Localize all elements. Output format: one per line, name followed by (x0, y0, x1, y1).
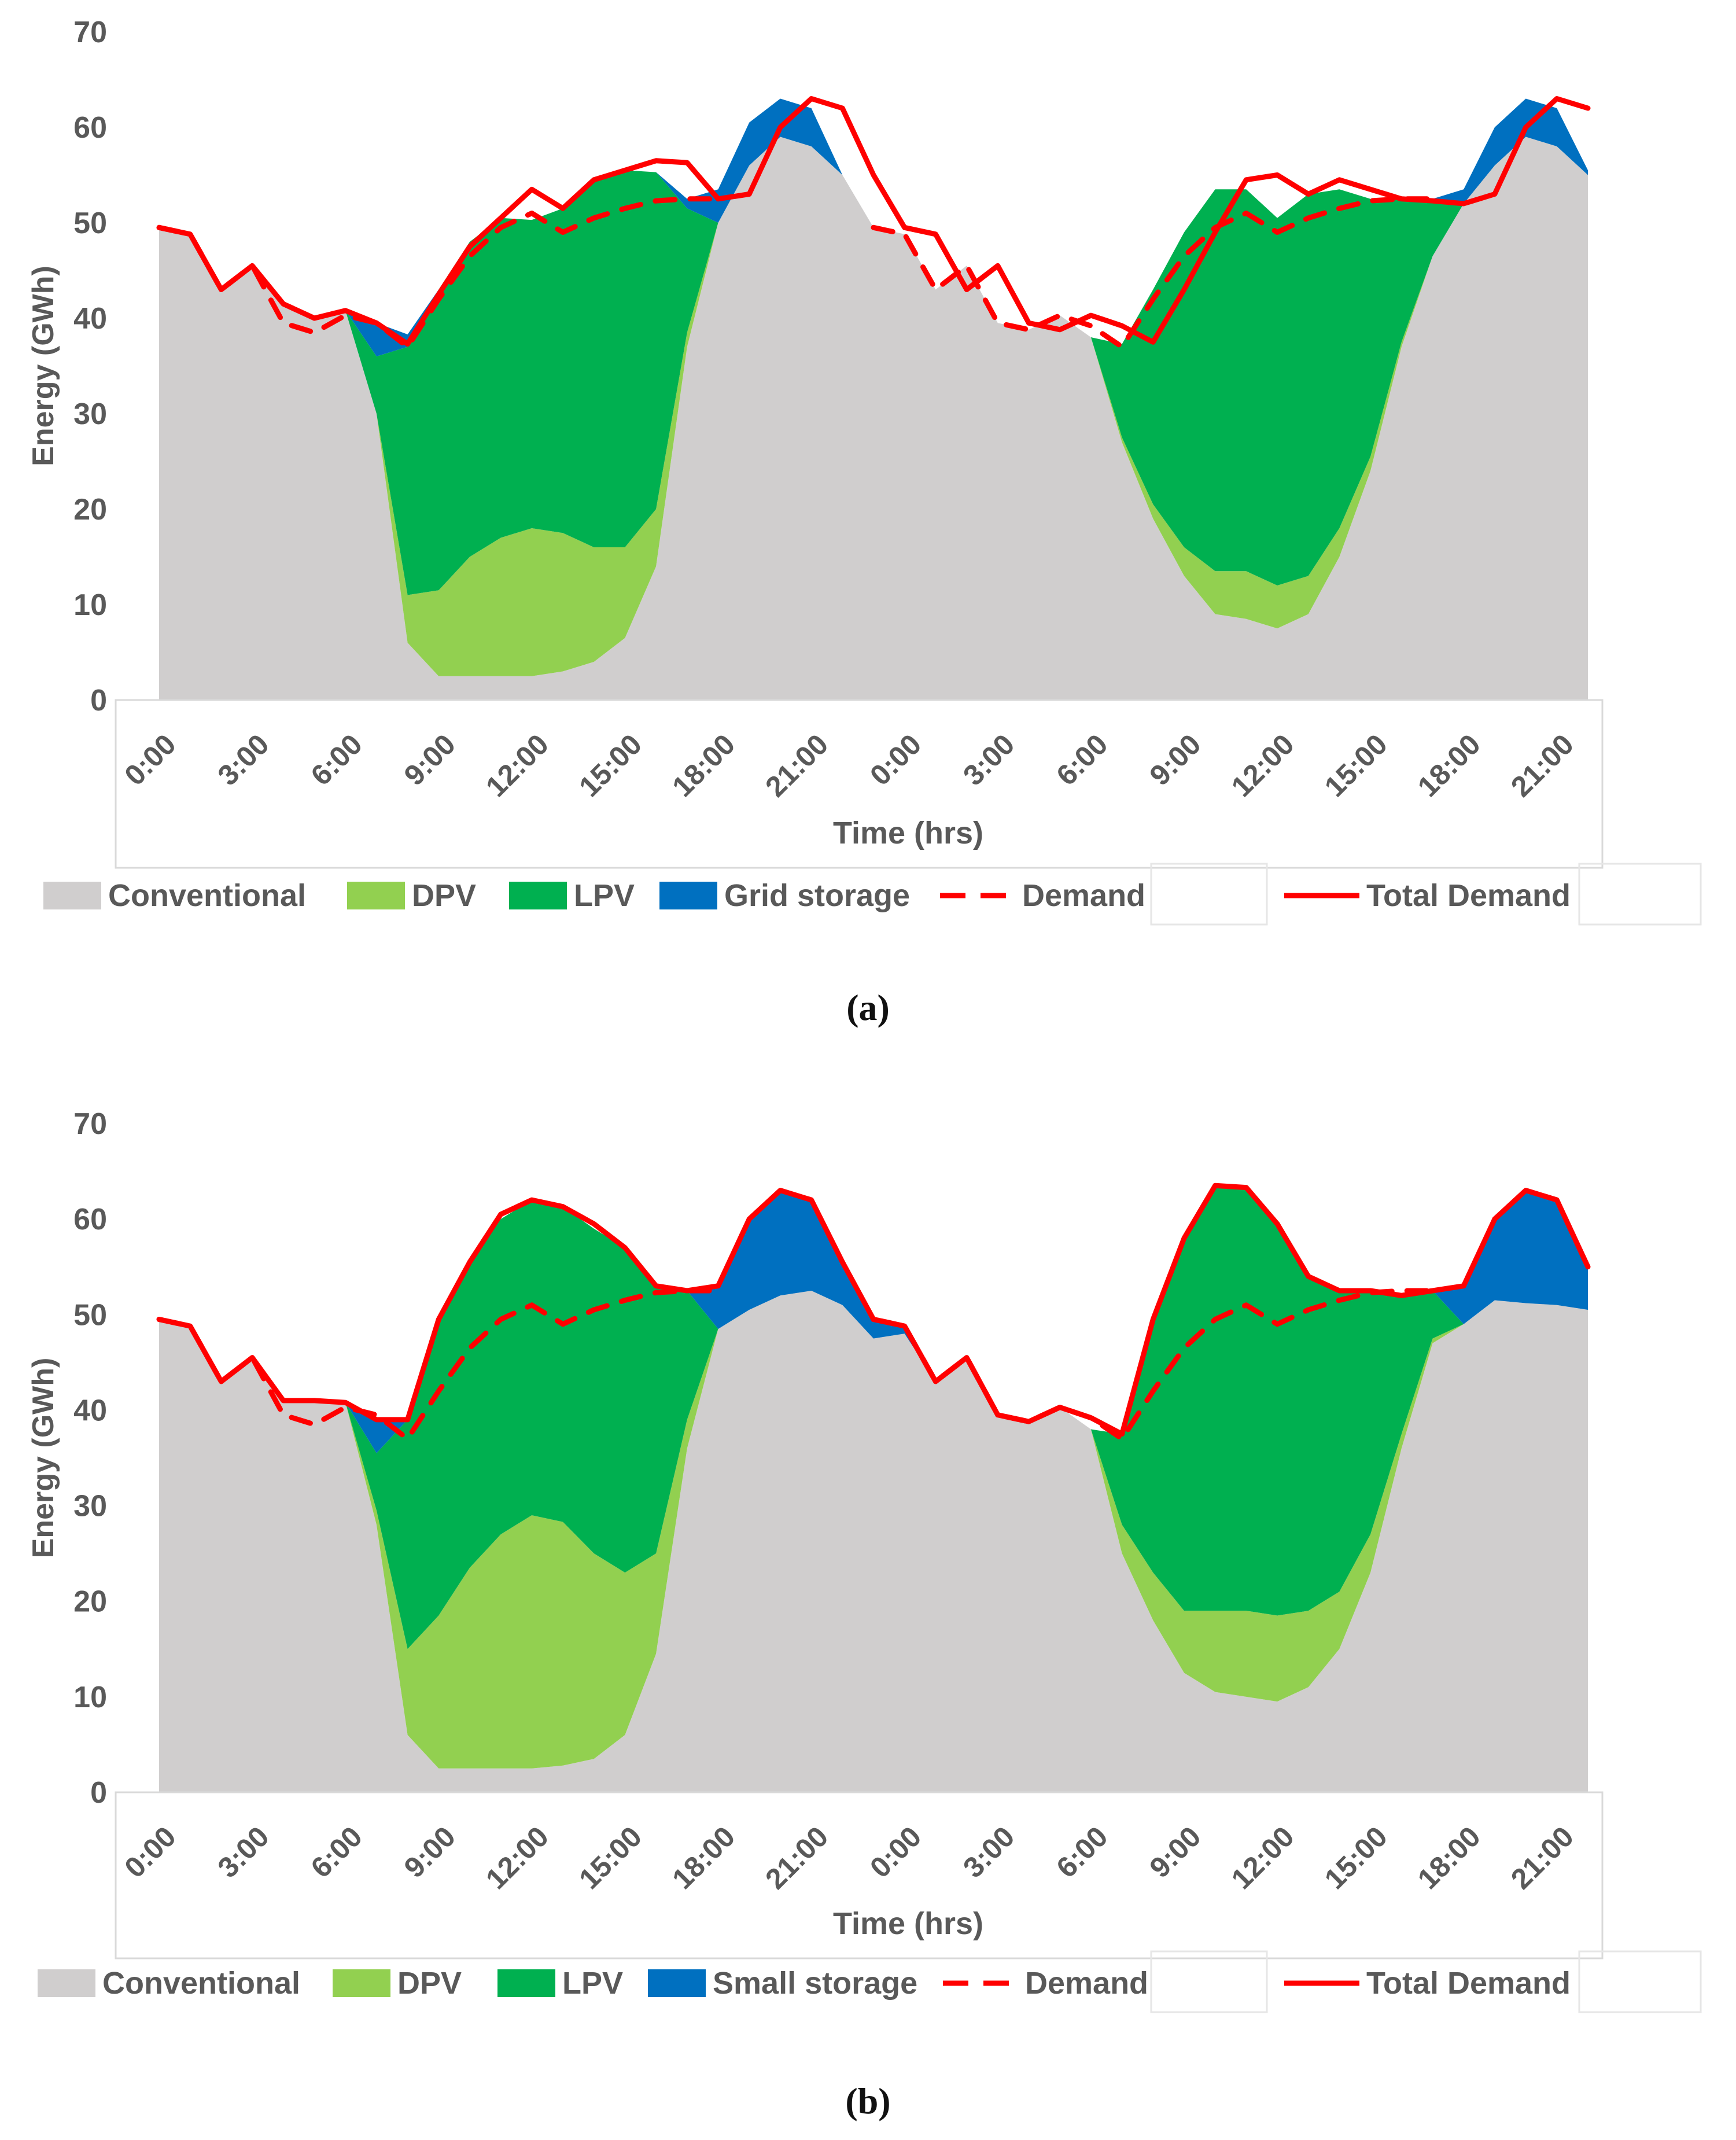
legend-label-dpv: DPV (412, 878, 476, 913)
x-tick-label: 3:00 (212, 728, 275, 791)
area-dpv (159, 1291, 1588, 1769)
x-tick-label: 9:00 (398, 728, 462, 791)
caption-b: (b) (845, 2080, 891, 2121)
legend-label-demand: Demand (1025, 1966, 1148, 2001)
x-tick-label: 6:00 (305, 1820, 368, 1884)
x-tick-label: 12:00 (1225, 728, 1300, 803)
y-tick-label: 30 (73, 397, 107, 431)
legend-swatch-lpv (509, 882, 567, 909)
y-tick-label: 50 (73, 1298, 107, 1332)
x-tick-label: 0:00 (118, 1820, 182, 1884)
legend-swatch-grid-storage (659, 882, 717, 909)
chart-a: 0 10 20 30 40 50 60 70 Energy (GWh) 0:00 3:00 6:00 9… (27, 16, 1702, 926)
x-tick-label: 0:00 (118, 728, 182, 791)
legend-box (1150, 863, 1268, 926)
line-demand (156, 1288, 1435, 1442)
x-tick-label: 9:00 (1143, 1820, 1207, 1884)
legend-swatch-small-storage (648, 1969, 706, 1997)
legend-swatch-dpv (333, 1969, 390, 1997)
legend-swatch-lpv (497, 1969, 555, 1997)
x-tick-label: 21:00 (759, 1820, 834, 1895)
area-conventional (159, 1291, 1588, 1792)
area-conventional (159, 137, 1588, 700)
caption-a: (a) (846, 987, 890, 1028)
x-tick-label: 3:00 (212, 1820, 275, 1884)
y-tick-label: 40 (73, 302, 107, 336)
y-tick-label: 0 (90, 684, 107, 717)
y-tick-label: 0 (90, 1776, 107, 1810)
y-tick-label: 10 (73, 588, 107, 622)
chart-b: 0 10 20 30 40 50 60 70 Energy (GWh) 0:00 3:00 6:00 9… (27, 1107, 1702, 2013)
area-lpv (159, 137, 1588, 595)
legend-box (1578, 1950, 1702, 2013)
x-tick-label: 12:00 (1225, 1820, 1300, 1895)
x-tick-label: 21:00 (759, 728, 834, 803)
line-total-demand (156, 1183, 1591, 1437)
legend-box (1150, 1950, 1268, 2013)
legend-label-grid-storage: Grid storage (724, 878, 910, 913)
x-tick-label: 15:00 (573, 1820, 648, 1895)
x-tick-label: 15:00 (1318, 728, 1394, 803)
y-tick-label: 70 (73, 1107, 107, 1141)
area-lpv (159, 1185, 1588, 1649)
y-tick-label: 20 (73, 1585, 107, 1619)
x-tick-label: 15:00 (1318, 1820, 1394, 1895)
legend-label-dpv: DPV (397, 1966, 462, 2001)
line-total-demand (156, 96, 1591, 347)
y-tick-label: 40 (73, 1394, 107, 1427)
y-tick-label: 10 (73, 1681, 107, 1714)
x-tick-label: 18:00 (1411, 1820, 1487, 1895)
x-tick-label: 3:00 (957, 728, 1020, 791)
x-tick-label: 3:00 (957, 1820, 1020, 1884)
legend-label-lpv: LPV (574, 878, 635, 913)
x-tick-label: 18:00 (666, 728, 741, 803)
x-tick-label: 21:00 (1505, 728, 1580, 803)
y-tick-label: 20 (73, 493, 107, 526)
x-tick-label: 6:00 (1050, 1820, 1114, 1884)
x-tick-label: 12:00 (480, 728, 555, 803)
y-tick-label: 60 (73, 1203, 107, 1236)
y-tick-label: 50 (73, 207, 107, 240)
x-tick-label: 6:00 (1050, 728, 1114, 791)
legend-label-lpv: LPV (562, 1966, 623, 2001)
x-tick-label: 0:00 (864, 728, 927, 791)
x-tick-label: 12:00 (480, 1820, 555, 1895)
legend-label-demand: Demand (1022, 878, 1145, 913)
y-axis-label: Energy (GWh) (27, 1358, 60, 1559)
x-tick-label: 0:00 (864, 1820, 927, 1884)
x-tick-label: 9:00 (398, 1820, 462, 1884)
legend-swatch-conventional (43, 882, 101, 909)
legend-swatch-dpv (347, 882, 405, 909)
y-tick-label: 60 (73, 111, 107, 145)
legend-label-total-demand: Total Demand (1366, 878, 1571, 913)
legend-label-conventional: Conventional (108, 878, 306, 913)
legend-box (1578, 863, 1702, 926)
legend-label-conventional: Conventional (102, 1966, 300, 2001)
x-tick-label: 15:00 (573, 728, 648, 803)
legend-swatch-conventional (38, 1969, 95, 1997)
legend-label-total-demand: Total Demand (1366, 1966, 1571, 2001)
y-tick-label: 30 (73, 1490, 107, 1523)
x-axis-label: Time (hrs) (833, 816, 983, 850)
x-tick-label: 18:00 (1411, 728, 1487, 803)
x-tick-label: 21:00 (1505, 1820, 1580, 1895)
x-tick-label: 9:00 (1143, 728, 1207, 791)
area-dpv (159, 137, 1588, 676)
x-tick-label: 6:00 (305, 728, 368, 791)
x-tick-label: 18:00 (666, 1820, 741, 1895)
y-tick-label: 70 (73, 16, 107, 49)
legend-label-small-storage: Small storage (713, 1966, 917, 2001)
x-axis-label: Time (hrs) (833, 1906, 983, 1941)
y-axis-label: Energy (GWh) (27, 266, 60, 466)
